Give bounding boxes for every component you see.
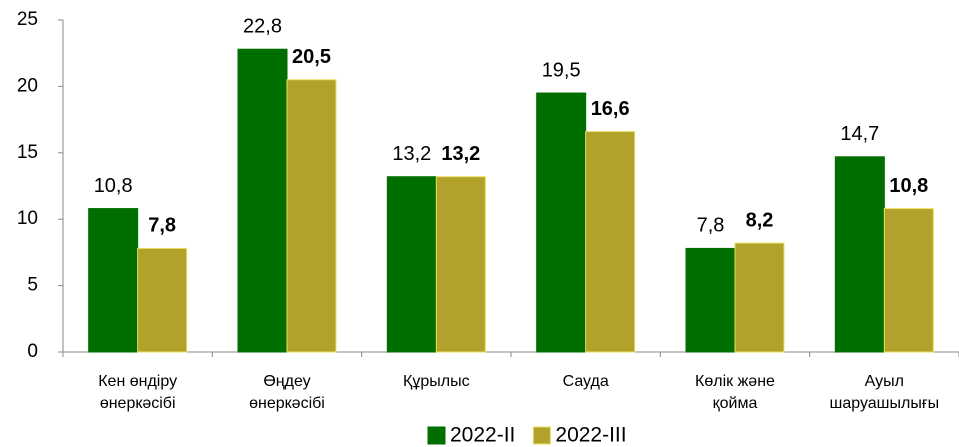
bar: [435, 176, 486, 353]
bar: [386, 176, 437, 353]
value-label: 13,2: [441, 143, 480, 165]
value-label: 7,8: [697, 215, 725, 237]
x-tick-line: Құрылыс: [403, 373, 470, 390]
bar: [685, 247, 736, 353]
x-tick-label: Ауыл шаруашылығы: [829, 373, 939, 412]
x-tick-line: қойма: [713, 395, 758, 412]
bar: [834, 156, 885, 353]
x-tick-line: Сауда: [563, 373, 609, 390]
x-tick-line: шаруашылығы: [829, 395, 939, 412]
value-label: 16,6: [591, 98, 630, 120]
bar: [585, 131, 636, 353]
x-tick-line: Өңдеу: [263, 373, 310, 390]
x-tick-line: өнеркәсібі: [100, 395, 176, 412]
value-label: 8,2: [746, 209, 774, 231]
x-tick-line: Ауыл: [865, 373, 904, 390]
legend-label: 2022-III: [555, 424, 626, 447]
value-label: 20,5: [292, 46, 331, 68]
x-tick-line: Көлік және: [695, 373, 775, 390]
y-tick-label: 0: [27, 341, 38, 362]
y-tick-label: 15: [17, 142, 38, 163]
x-tick-label: Құрылыс: [403, 373, 470, 390]
y-tick-label: 5: [27, 275, 38, 296]
value-label: 10,8: [889, 175, 928, 197]
x-tick-label: Көлік және қойма: [695, 373, 775, 412]
bar: [137, 247, 188, 353]
x-tick-line: өнеркәсібі: [249, 395, 325, 412]
legend-label: 2022-II: [450, 424, 515, 447]
value-label: 19,5: [542, 59, 581, 81]
y-tick-label: 25: [17, 9, 38, 30]
legend-swatch: [427, 426, 446, 445]
bar: [286, 79, 337, 353]
x-tick-label: Кен өндіру өнеркәсібі: [98, 373, 177, 412]
value-label: 10,8: [94, 175, 133, 197]
legend-swatch: [532, 426, 551, 445]
bar: [734, 242, 785, 353]
bar: [883, 208, 934, 353]
x-tick-label: Өңдеу өнеркәсібі: [249, 373, 325, 412]
y-tick-label: 20: [17, 75, 38, 96]
value-label: 14,7: [840, 123, 879, 145]
x-tick-label: Сауда: [563, 373, 609, 390]
x-tick-line: Кен өндіру: [98, 373, 177, 390]
y-tick-label: 10: [17, 208, 38, 229]
value-label: 22,8: [243, 15, 282, 37]
value-label: 13,2: [392, 143, 431, 165]
value-label: 7,8: [148, 215, 176, 237]
bar: [88, 208, 139, 353]
bar: [237, 48, 288, 353]
bar: [536, 92, 587, 353]
